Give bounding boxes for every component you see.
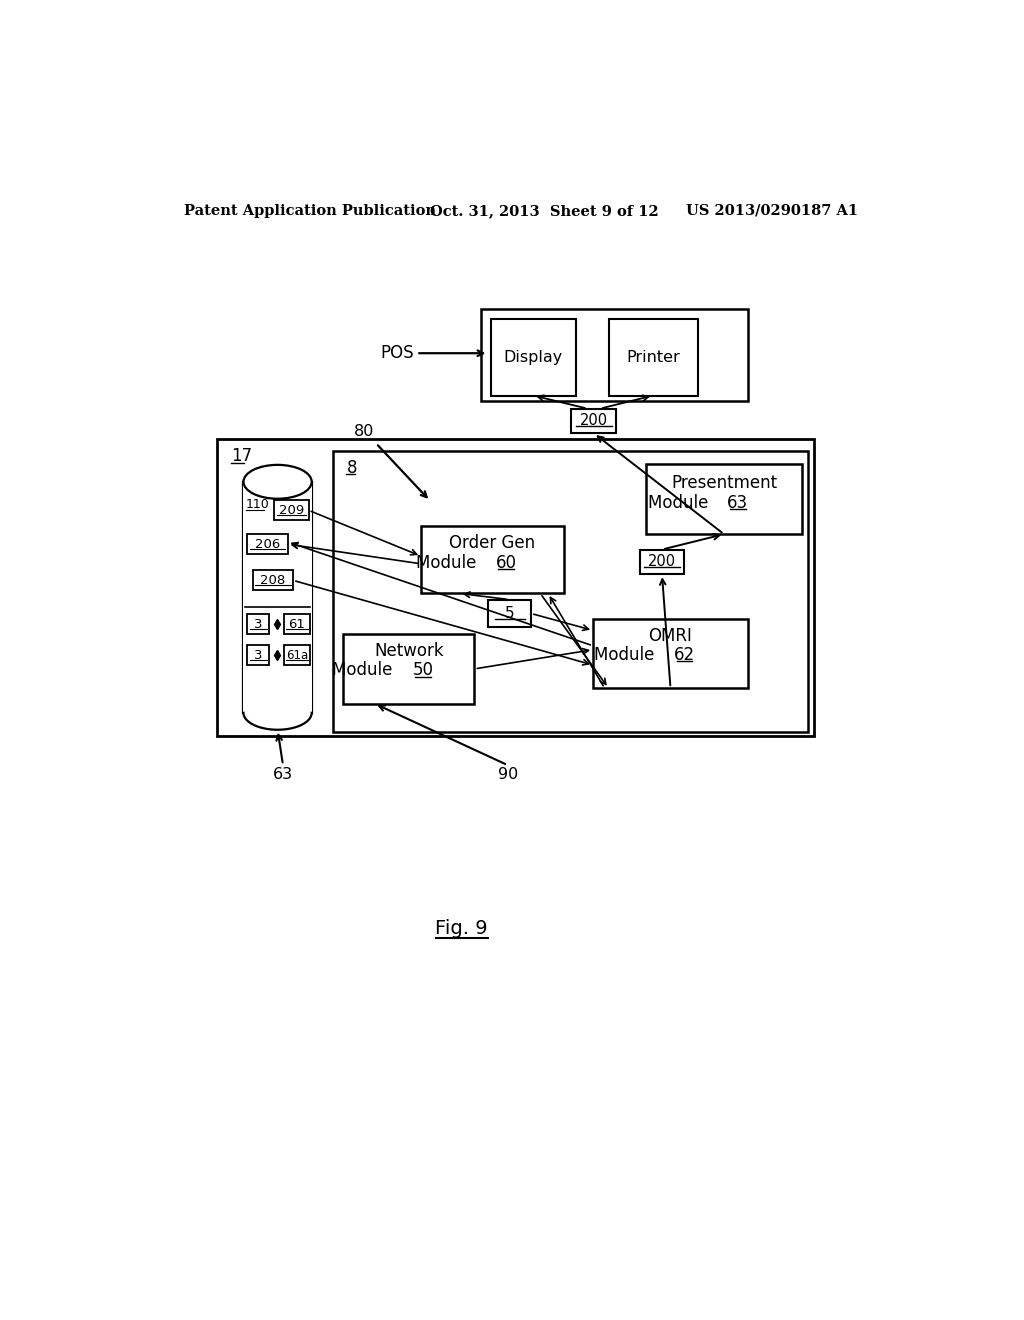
- Bar: [244, 465, 311, 713]
- Text: Display: Display: [504, 350, 563, 364]
- Text: 61a: 61a: [286, 648, 308, 661]
- Bar: [217, 440, 814, 737]
- Bar: [248, 645, 269, 665]
- Bar: [248, 614, 269, 635]
- Text: 3: 3: [254, 648, 262, 661]
- Bar: [490, 318, 575, 396]
- Text: US 2013/0290187 A1: US 2013/0290187 A1: [686, 203, 858, 218]
- Bar: [248, 535, 288, 554]
- Text: Patent Application Publication: Patent Application Publication: [183, 203, 436, 218]
- Bar: [488, 599, 531, 627]
- Text: 208: 208: [260, 574, 286, 587]
- Text: Oct. 31, 2013  Sheet 9 of 12: Oct. 31, 2013 Sheet 9 of 12: [430, 203, 659, 218]
- Bar: [640, 549, 684, 574]
- Bar: [274, 500, 308, 520]
- Bar: [284, 614, 310, 635]
- Text: OMRI: OMRI: [648, 627, 692, 644]
- Bar: [608, 318, 697, 396]
- Text: 80: 80: [354, 424, 375, 440]
- Text: Module: Module: [416, 553, 481, 572]
- Text: 8: 8: [347, 459, 357, 477]
- Text: Module: Module: [594, 645, 659, 664]
- Text: 110: 110: [246, 499, 269, 511]
- Text: Presentment: Presentment: [671, 474, 777, 492]
- Text: 50: 50: [413, 661, 433, 680]
- Bar: [421, 527, 563, 594]
- Text: Fig. 9: Fig. 9: [435, 919, 487, 939]
- Text: 90: 90: [498, 767, 518, 781]
- Bar: [343, 635, 474, 704]
- Text: 61: 61: [289, 618, 305, 631]
- Text: Network: Network: [374, 643, 443, 660]
- Text: 209: 209: [279, 504, 304, 517]
- Text: 200: 200: [648, 554, 676, 569]
- Ellipse shape: [244, 696, 311, 730]
- Text: 206: 206: [255, 537, 281, 550]
- Ellipse shape: [244, 465, 311, 499]
- Text: POS: POS: [380, 345, 414, 362]
- Bar: [284, 645, 310, 665]
- Bar: [593, 619, 748, 688]
- Text: 60: 60: [496, 553, 517, 572]
- Text: 5: 5: [505, 606, 514, 620]
- Bar: [334, 451, 809, 733]
- Text: 17: 17: [231, 447, 252, 466]
- Text: 63: 63: [727, 494, 749, 512]
- Text: 62: 62: [674, 645, 695, 664]
- Text: Module: Module: [333, 661, 398, 680]
- Bar: [480, 309, 748, 401]
- Text: 200: 200: [580, 413, 608, 429]
- Text: 3: 3: [254, 618, 262, 631]
- Text: Module: Module: [647, 494, 713, 512]
- Bar: [571, 409, 616, 433]
- Bar: [646, 465, 802, 535]
- Text: 63: 63: [273, 767, 293, 781]
- Text: Printer: Printer: [627, 350, 680, 364]
- Bar: [253, 570, 293, 590]
- Text: Order Gen: Order Gen: [450, 535, 536, 552]
